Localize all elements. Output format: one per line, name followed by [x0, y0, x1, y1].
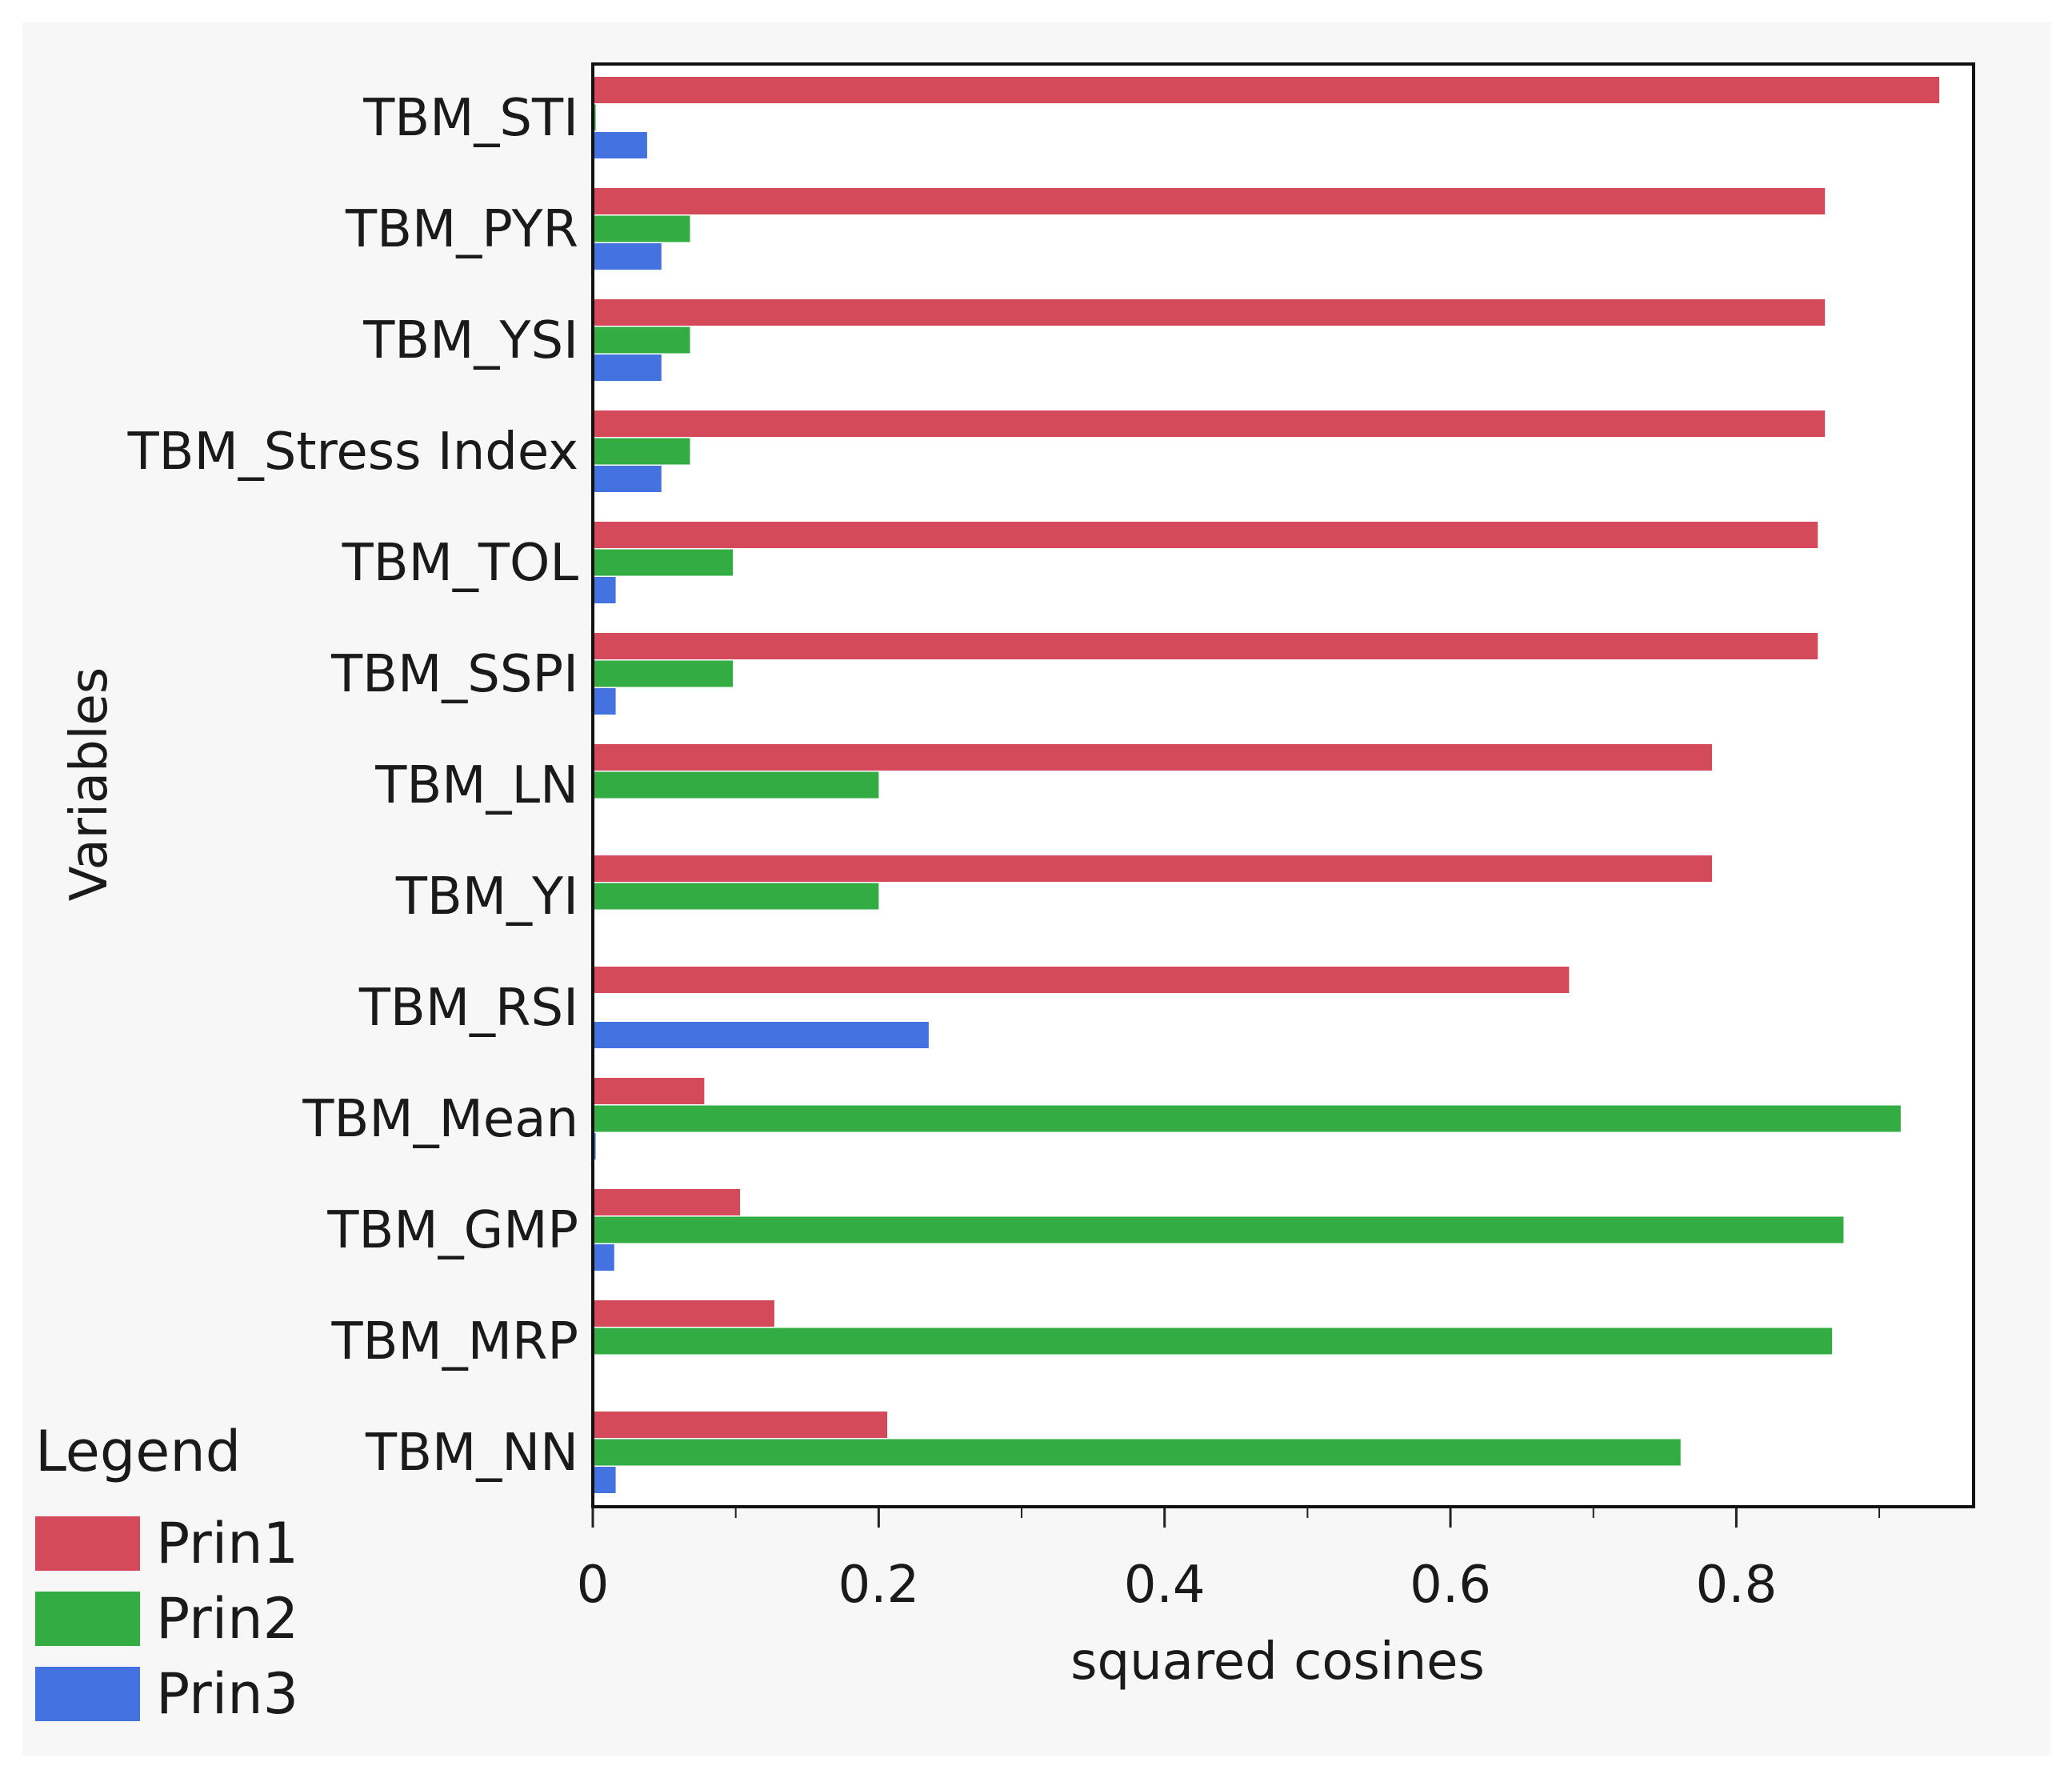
category-label: TBM_Stress Index: [127, 422, 578, 482]
bar-prin1: [593, 410, 1826, 437]
legend-swatch-prin3: [35, 1667, 140, 1721]
y-axis-title: Variables: [60, 667, 119, 901]
bar-prin1: [593, 1412, 888, 1438]
bar-prin3: [593, 132, 647, 158]
bar-prin2: [593, 883, 879, 910]
category-label: TBM_Mean: [302, 1090, 578, 1149]
bar-prin2: [593, 660, 734, 687]
bar-prin1: [593, 1300, 774, 1327]
legend-label-prin2: Prin2: [156, 1586, 298, 1652]
plot-frame: [591, 62, 1975, 1508]
category-label: TBM_TOL: [342, 534, 579, 593]
category-label: TBM_GMP: [326, 1201, 578, 1260]
bar-prin1: [593, 188, 1826, 214]
bar-prin1: [593, 967, 1570, 993]
bar-prin2: [593, 215, 690, 242]
bar-prin1: [593, 855, 1713, 882]
legend-label-prin1: Prin1: [156, 1511, 298, 1576]
bar-prin2: [593, 1216, 1844, 1243]
bar-prin1: [593, 299, 1826, 326]
legend-swatch-prin1: [35, 1516, 140, 1571]
bars-group: [593, 77, 1940, 1493]
bar-prin3: [593, 577, 616, 603]
bar-prin1: [593, 77, 1940, 103]
bar-prin1: [593, 1189, 741, 1215]
category-label: TBM_YI: [395, 867, 578, 927]
legend: Legend Prin1 Prin2 Prin3: [35, 1419, 298, 1727]
category-label: TBM_LN: [374, 756, 578, 815]
category-label: TBM_PYR: [345, 200, 578, 259]
legend-title: Legend: [35, 1419, 241, 1484]
bar-prin2: [593, 1105, 1901, 1132]
bar-prin3: [593, 1022, 929, 1048]
bar-prin3: [593, 354, 662, 381]
bar-prin1: [593, 522, 1818, 548]
bar-prin1: [593, 633, 1818, 659]
category-label: TBM_SSPI: [330, 645, 578, 704]
bar-prin3: [593, 1467, 616, 1493]
category-label: TBM_NN: [365, 1424, 578, 1483]
x-axis-title: squared cosines: [1070, 1632, 1485, 1692]
bar-prin3: [593, 243, 662, 270]
bar-prin2: [593, 1327, 1833, 1355]
category-label: TBM_YSI: [362, 311, 578, 370]
bar-prin1: [593, 744, 1713, 771]
bar-prin2: [593, 1439, 1681, 1466]
bar-prin2: [593, 326, 690, 354]
x-tick-label: 0.6: [1410, 1556, 1491, 1615]
category-label: TBM_RSI: [358, 979, 578, 1038]
bar-prin2: [593, 438, 690, 465]
legend-label-prin3: Prin3: [156, 1661, 298, 1727]
x-tick-label: 0.8: [1696, 1556, 1778, 1615]
x-tick-label: 0: [577, 1556, 610, 1615]
category-label: TBM_MRP: [331, 1312, 579, 1372]
category-labels: TBM_STI TBM_PYR TBM_YSI TBM_Stress Index TBM…: [127, 89, 579, 1483]
bar-prin2: [593, 549, 734, 576]
x-axis-ticks: 0 0.2 0.4 0.6 0.8: [577, 1507, 1881, 1615]
bar-prin3: [593, 688, 616, 715]
x-tick-label: 0.4: [1124, 1556, 1206, 1615]
bar-prin2: [593, 771, 879, 799]
bar-prin3: [593, 466, 662, 492]
bar-prin3: [593, 1244, 614, 1271]
bar-prin1: [593, 1078, 705, 1104]
category-label: TBM_STI: [362, 89, 578, 148]
legend-swatch-prin2: [35, 1592, 140, 1646]
x-tick-label: 0.2: [838, 1556, 919, 1615]
